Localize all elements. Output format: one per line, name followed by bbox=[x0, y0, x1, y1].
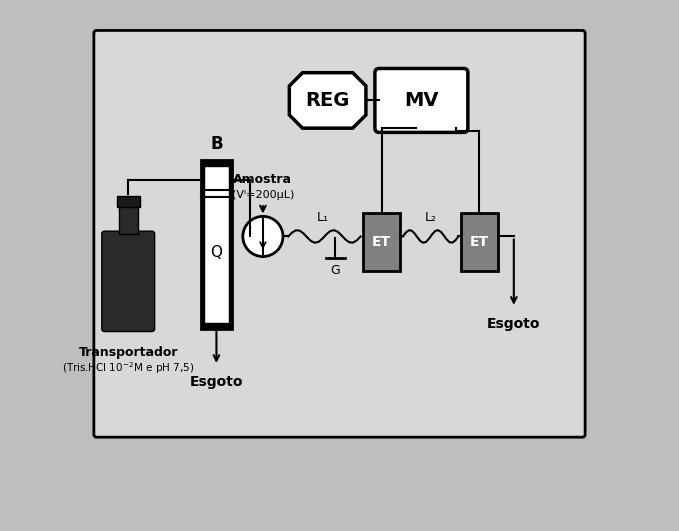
Text: Esgoto: Esgoto bbox=[189, 375, 243, 389]
Text: Q: Q bbox=[210, 245, 223, 260]
Text: G: G bbox=[330, 264, 340, 277]
Text: Esgoto: Esgoto bbox=[487, 316, 540, 331]
Text: Amostra: Amostra bbox=[234, 173, 293, 186]
Circle shape bbox=[243, 216, 283, 256]
Bar bbox=[117, 196, 140, 208]
Text: Transportador: Transportador bbox=[79, 346, 178, 359]
FancyBboxPatch shape bbox=[102, 231, 155, 331]
Text: MV: MV bbox=[404, 91, 439, 110]
Text: (Tris.HCl 10$^{-2}$M e pH 7,5): (Tris.HCl 10$^{-2}$M e pH 7,5) bbox=[62, 361, 194, 376]
Bar bbox=[363, 213, 400, 271]
Text: L₂: L₂ bbox=[424, 211, 437, 225]
Bar bbox=[201, 160, 232, 329]
Bar bbox=[119, 205, 138, 234]
FancyBboxPatch shape bbox=[375, 68, 468, 132]
Text: ET: ET bbox=[470, 235, 489, 249]
Text: ET: ET bbox=[372, 235, 391, 249]
Bar bbox=[204, 166, 229, 322]
Text: L₁: L₁ bbox=[317, 211, 329, 225]
Text: B: B bbox=[210, 135, 223, 153]
Text: REG: REG bbox=[306, 91, 350, 110]
Text: (Vᴵ=200μL): (Vᴵ=200μL) bbox=[232, 190, 294, 200]
Bar bbox=[461, 213, 498, 271]
Polygon shape bbox=[289, 73, 366, 128]
FancyBboxPatch shape bbox=[94, 30, 585, 437]
